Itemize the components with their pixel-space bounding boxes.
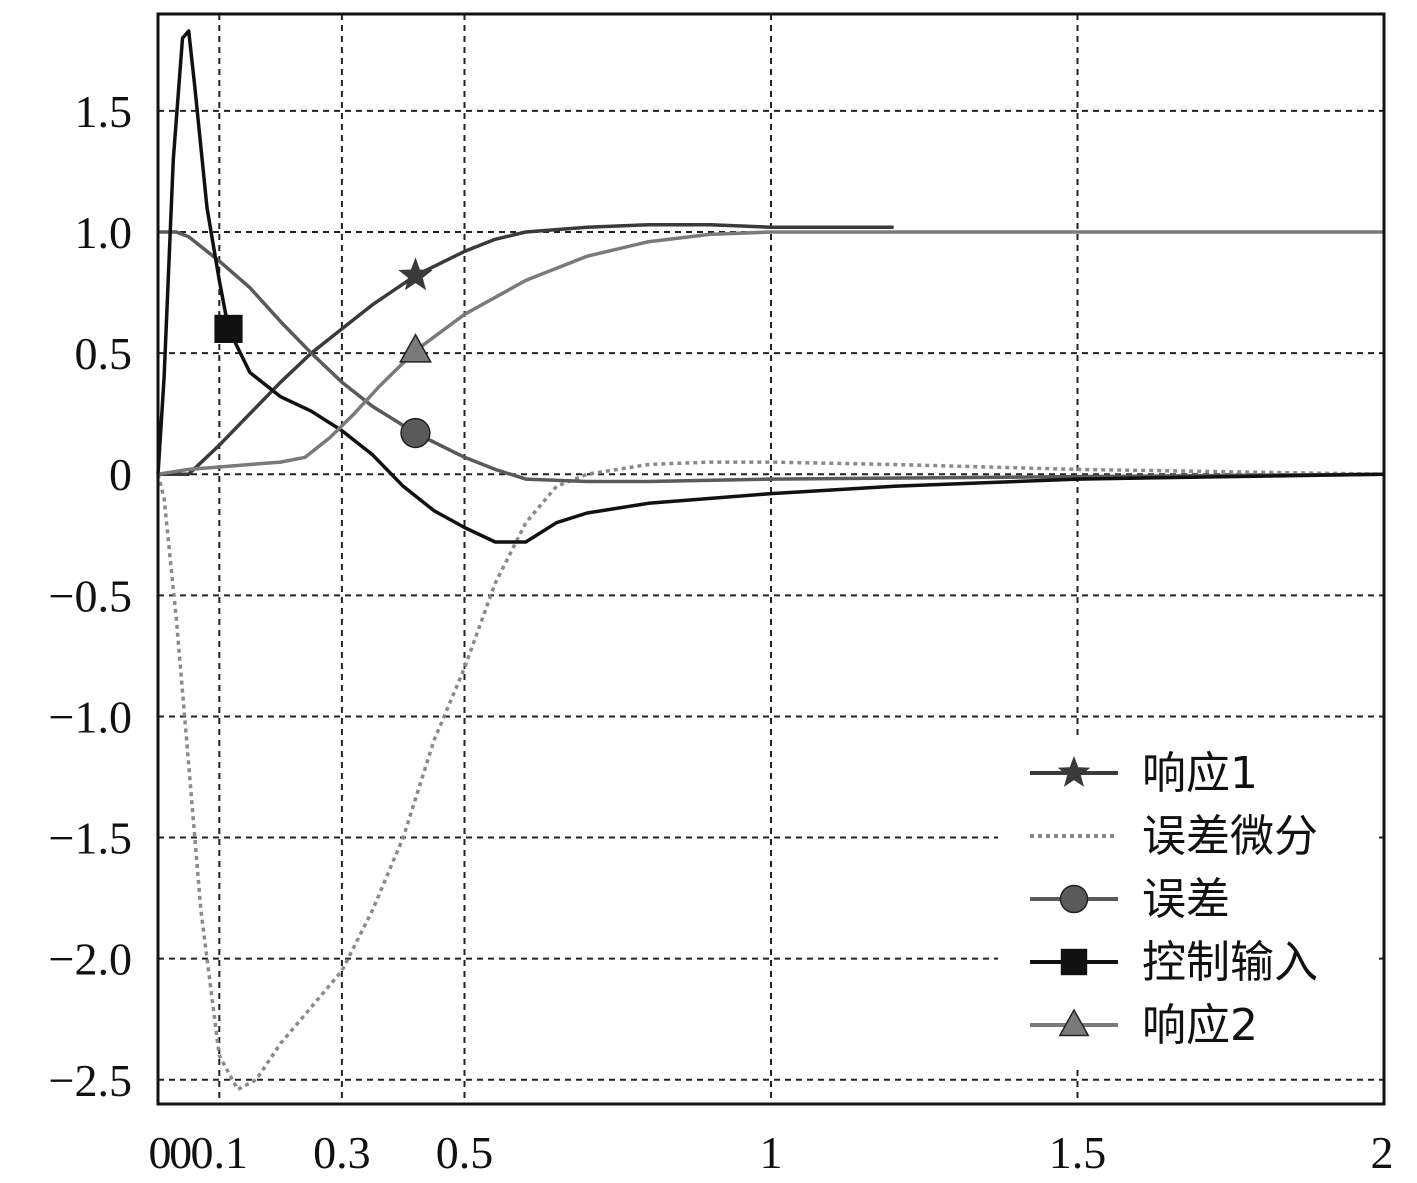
x-tick-label: 0.1	[191, 1127, 249, 1178]
series-line	[157, 230, 1384, 476]
series-marker	[399, 333, 432, 363]
series-marker	[400, 417, 431, 449]
series-line	[156, 29, 1385, 544]
legend-label: 响应2	[1142, 1000, 1258, 1051]
series-marker	[398, 257, 433, 291]
series-line	[156, 460, 1385, 1092]
x-tick-label: 0.3	[313, 1127, 371, 1178]
y-tick-label: −2.0	[49, 934, 132, 985]
plot-frame	[156, 12, 1386, 1106]
series-lines	[156, 29, 1385, 1092]
legend-label: 响应1	[1142, 748, 1258, 799]
x-tick-label: 1	[760, 1127, 783, 1178]
legend-label: 误差微分	[1142, 811, 1318, 862]
y-tick-label: −0.5	[49, 570, 132, 621]
y-tick-label: −1.0	[49, 691, 132, 742]
y-axis-ticks: 1.5 1.0 0.5 0 −0.5 −1.0 −1.5 −2.0 −2.5	[49, 86, 132, 1106]
x-tick-label: 2	[1371, 1127, 1394, 1178]
x-axis-ticks: 0 0.1 0.3 0.5 1 1.5 20	[149, 1127, 1394, 1178]
legend-label: 控制输入	[1142, 937, 1318, 988]
y-tick-label: 0.5	[75, 328, 133, 379]
legend-marker	[1060, 948, 1088, 976]
legend-marker	[1058, 1008, 1090, 1037]
y-tick-label: −1.5	[49, 813, 132, 864]
series-marker	[214, 314, 243, 343]
x-tick-label: 0	[169, 1127, 192, 1178]
x-tick-label: 0	[149, 1127, 172, 1178]
grid	[158, 14, 1384, 1104]
legend-marker	[1057, 755, 1091, 787]
legend-label: 误差	[1142, 874, 1230, 925]
y-tick-label: 0	[109, 449, 132, 500]
legend-box	[998, 740, 1374, 1070]
x-tick-label: 1.5	[1049, 1127, 1107, 1178]
x-tick-label: 0.5	[436, 1127, 494, 1178]
legend-marker	[1059, 884, 1089, 914]
y-tick-label: 1.5	[75, 86, 133, 137]
series-markers	[214, 257, 433, 449]
y-tick-label: −2.5	[49, 1055, 132, 1106]
y-tick-label: 1.0	[75, 207, 133, 258]
